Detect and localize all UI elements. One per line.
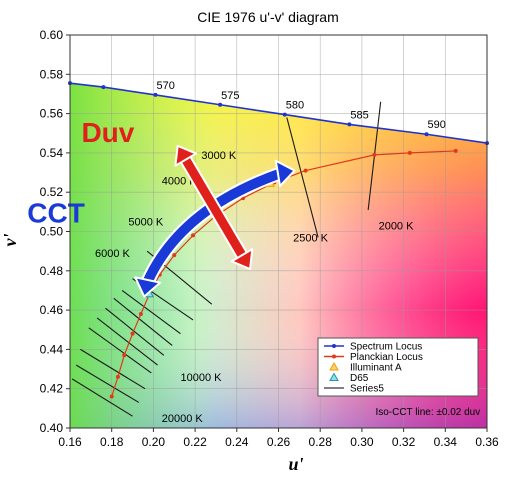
y-tick-labels: 0.40 0.42 0.44 0.46 0.48 0.50 0.52 0.54 0.56 0.58… <box>40 28 70 435</box>
y-tick-label-9: 0.58 <box>40 67 64 81</box>
planckian-point-4 <box>138 312 143 317</box>
y-tick-label-6: 0.52 <box>40 185 64 199</box>
wavelength-label-3: 585 <box>350 109 368 121</box>
x-tick-labels: 0.16 0.18 0.20 0.22 0.24 0.26 0.28 0.30 0.32 0.34… <box>58 428 499 449</box>
x-tick-label-10: 0.36 <box>475 435 499 449</box>
y-tick-label-0: 0.40 <box>40 421 64 435</box>
x-tick-label-5: 0.26 <box>267 435 291 449</box>
y-tick-label-3: 0.46 <box>40 303 64 317</box>
iso-cct-line-9 <box>80 348 146 390</box>
iso-cct-line-6 <box>105 307 165 356</box>
iso-cct-line-1 <box>286 117 319 238</box>
planckian-point-12 <box>303 168 308 173</box>
cct-label-5: 2000 K <box>379 221 415 233</box>
locus-curves <box>70 82 487 397</box>
iso-cct-line-10 <box>75 364 140 403</box>
y-tick-label-1: 0.42 <box>40 382 64 396</box>
planckian-point-3 <box>130 331 135 336</box>
duv-arrowhead-top <box>174 144 198 167</box>
spectrum-point-1 <box>101 85 106 90</box>
wavelength-label-4: 590 <box>428 119 446 131</box>
planckian-point-8 <box>191 233 196 238</box>
planckian-locus-line <box>111 150 456 397</box>
x-tick-label-6: 0.28 <box>309 435 333 449</box>
x-tick-label-1: 0.18 <box>100 435 124 449</box>
cct-label-3: 6000 K <box>95 248 131 260</box>
cct-label-2: 5000 K <box>128 217 164 229</box>
cct-arrowhead-end <box>274 159 296 187</box>
legend-label-4: Series5 <box>350 384 384 395</box>
planckian-point-15 <box>453 148 458 153</box>
spectrum-locus-line <box>70 82 487 144</box>
iso-cct-lines <box>71 101 382 417</box>
planckian-point-0 <box>109 394 114 399</box>
x-tick-label-9: 0.34 <box>434 435 458 449</box>
x-tick-label-4: 0.24 <box>225 435 249 449</box>
cct-label-4: 2500 K <box>293 232 329 244</box>
cct-label-0: 3000 K <box>201 150 237 162</box>
x-tick-label-7: 0.30 <box>350 435 374 449</box>
legend-label-2: Illuminant A <box>350 363 402 374</box>
wavelength-label-0: 570 <box>156 80 174 92</box>
x-tick-label-8: 0.32 <box>392 435 416 449</box>
y-axis-label: v' <box>0 234 20 247</box>
iso-cct-note: Iso-CCT line: ±0.02 duv <box>375 407 480 418</box>
spectrum-point-6 <box>424 132 429 137</box>
spectrum-point-4 <box>282 112 287 117</box>
spectrum-point-5 <box>347 122 352 127</box>
spectrum-point-3 <box>218 102 223 107</box>
iso-cct-line-8 <box>88 327 152 374</box>
curve-labels: 570 575 580 585 590 3000 K 4000 K 5000 K 6000 K 2… <box>95 80 446 425</box>
y-tick-label-8: 0.56 <box>40 107 64 121</box>
x-axis-label: u' <box>288 454 303 474</box>
planckian-point-2 <box>122 353 127 358</box>
wavelength-label-2: 580 <box>286 100 304 112</box>
planckian-point-13 <box>372 152 377 157</box>
cct-label-1: 4000 K <box>162 175 198 187</box>
legend-marker-2 <box>329 361 339 371</box>
spectrum-point-2 <box>153 92 158 97</box>
cct-label-7: 20000 K <box>162 413 204 425</box>
iso-cct-line-5 <box>113 297 173 346</box>
iso-cct-line-4 <box>121 290 181 335</box>
y-tick-label-5: 0.50 <box>40 225 64 239</box>
wavelength-label-1: 575 <box>221 90 239 102</box>
y-tick-label-10: 0.60 <box>40 28 64 42</box>
y-tick-label-4: 0.48 <box>40 264 64 278</box>
duv-arrowhead-bottom <box>230 248 254 271</box>
legend-marker-1 <box>332 354 336 359</box>
planckian-point-1 <box>115 374 120 379</box>
iso-cct-line-7 <box>96 317 158 366</box>
cct-arrowhead-start <box>134 276 162 298</box>
legend-box <box>317 337 479 397</box>
y-tick-label-7: 0.54 <box>40 146 64 160</box>
planckian-point-7 <box>172 253 177 258</box>
legend-marker-0 <box>332 344 336 348</box>
legend-label-3: D65 <box>350 373 369 384</box>
iso-cct-line-11 <box>71 378 133 417</box>
duv-arrow-shaft <box>180 155 247 260</box>
y-tick-label-2: 0.44 <box>40 342 64 356</box>
cct-label: CCT <box>27 198 85 229</box>
annotation-arrows: Duv CCT <box>27 117 296 298</box>
legend-label-0: Spectrum Locus <box>350 342 422 353</box>
legend-marker-3 <box>329 372 339 381</box>
x-tick-label-2: 0.20 <box>142 435 166 449</box>
chart-title: CIE 1976 u'-v' diagram <box>197 9 339 25</box>
x-tick-label-3: 0.22 <box>183 435 207 449</box>
planckian-point-14 <box>407 150 412 155</box>
cct-arrow-shaft <box>142 167 285 285</box>
x-tick-label-0: 0.16 <box>58 435 82 449</box>
cct-label-6: 10000 K <box>181 372 223 384</box>
duv-label: Duv <box>81 117 134 148</box>
legend-label-1: Planckian Locus <box>350 352 423 363</box>
